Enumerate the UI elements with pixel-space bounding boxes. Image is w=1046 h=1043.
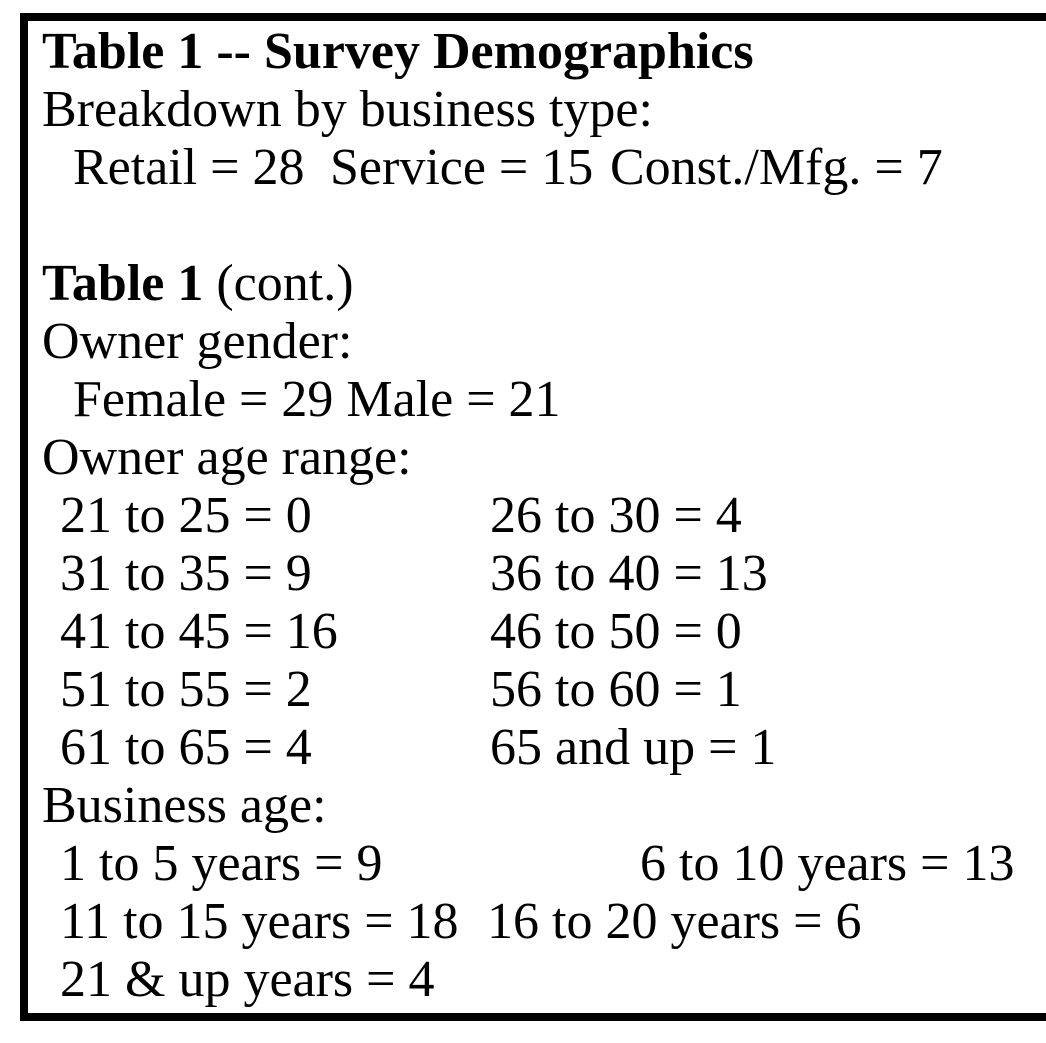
business-age-cell: 21 & up years = 4 [60,951,435,1008]
blank-line [42,197,1046,255]
business-age-cell: 6 to 10 years = 13 [640,835,1015,892]
owner-age-cell: 46 to 50 = 0 [490,603,742,660]
owner-age-cell: 56 to 60 = 1 [490,661,742,718]
business-type-values: Retail = 28 Service = 15 Const./Mfg. = 7 [42,139,1046,197]
table-continuation-title-bold: Table 1 [42,255,204,312]
business-age-cell: 1 to 5 years = 9 [60,835,383,892]
business-age-cell: 16 to 20 years = 6 [487,893,862,950]
owner-age-row: 51 to 55 = 2 56 to 60 = 1 [42,661,1046,719]
owner-age-cell: 26 to 30 = 4 [490,487,742,544]
business-type-heading: Breakdown by business type: [42,81,653,138]
owner-age-row: 41 to 45 = 16 46 to 50 = 0 [42,603,1046,661]
business-age-row: 1 to 5 years = 9 6 to 10 years = 13 [42,835,1046,893]
owner-age-cell: 31 to 35 = 9 [60,545,312,602]
owner-age-row: 21 to 25 = 0 26 to 30 = 4 [42,487,1046,545]
table-title: Table 1 -- Survey Demographics [42,23,754,80]
owner-gender-values: Female = 29 Male = 21 [73,371,561,428]
owner-age-heading: Owner age range: [42,429,412,486]
business-type-service: Service = 15 [330,139,594,196]
business-age-heading: Business age: [42,777,327,834]
business-age-row: 11 to 15 years = 18 16 to 20 years = 6 [42,893,1046,951]
table-continuation-title: Table 1 (cont.) [42,255,1046,313]
survey-demographics-table: Table 1 -- Survey Demographics Breakdown… [20,13,1046,1021]
owner-age-cell: 51 to 55 = 2 [60,661,312,718]
owner-age-row: 61 to 65 = 4 65 and up = 1 [42,719,1046,777]
business-type-const-mfg: Const./Mfg. = 7 [610,139,943,196]
business-age-row: 21 & up years = 4 [42,951,1046,1009]
owner-age-cell: 21 to 25 = 0 [60,487,312,544]
owner-age-cell: 65 and up = 1 [490,719,777,776]
business-type-retail: Retail = 28 [73,139,305,196]
table-continuation-title-rest: (cont.) [216,255,354,312]
owner-age-row: 31 to 35 = 9 36 to 40 = 13 [42,545,1046,603]
business-age-cell: 11 to 15 years = 18 [60,893,459,950]
owner-gender-heading: Owner gender: [42,313,353,370]
owner-age-cell: 61 to 65 = 4 [60,719,312,776]
owner-age-cell: 41 to 45 = 16 [60,603,338,660]
owner-age-cell: 36 to 40 = 13 [490,545,768,602]
